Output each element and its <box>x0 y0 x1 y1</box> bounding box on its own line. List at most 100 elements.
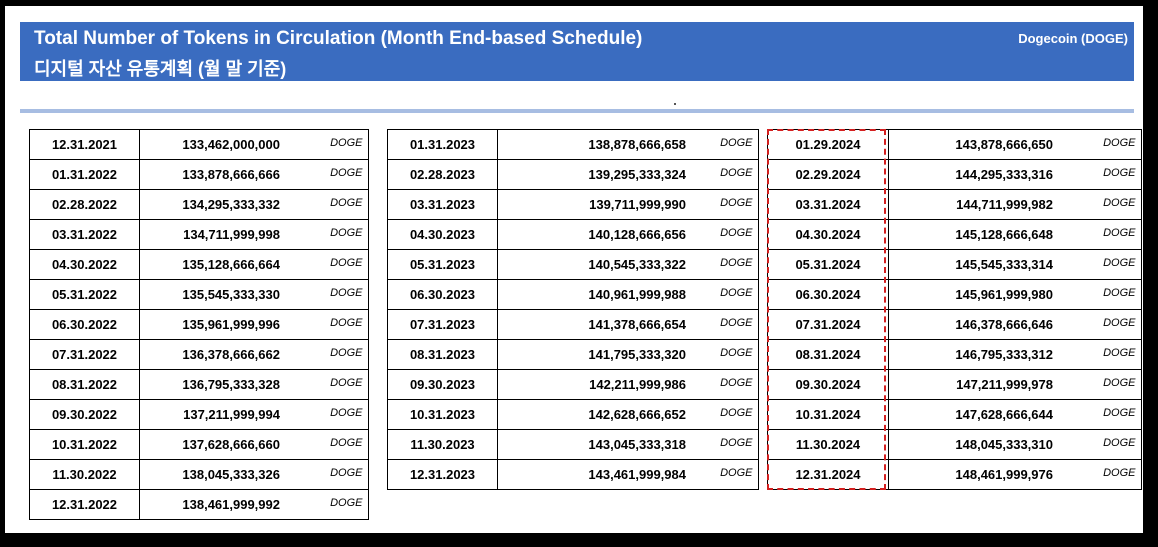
table-row: 01.29.2024 143,878,666,650 DOGE <box>767 129 1142 160</box>
amount-cell: 143,045,333,318 <box>497 429 694 460</box>
amount-cell: 133,462,000,000 <box>139 129 288 160</box>
amount-cell: 139,711,999,990 <box>497 189 694 220</box>
table-row: 05.31.2023 140,545,333,322 DOGE <box>387 249 759 280</box>
table-row: 06.30.2024 145,961,999,980 DOGE <box>767 279 1142 310</box>
amount-cell: 145,128,666,648 <box>888 219 1061 250</box>
date-cell: 01.29.2024 <box>767 129 889 160</box>
amount-cell: 147,628,666,644 <box>888 399 1061 430</box>
table-row: 01.31.2022 133,878,666,666 DOGE <box>29 159 369 190</box>
unit-cell: DOGE <box>1061 279 1142 310</box>
table-row: 12.31.2021 133,462,000,000 DOGE <box>29 129 369 160</box>
unit-cell: DOGE <box>694 459 759 490</box>
unit-cell: DOGE <box>1061 429 1142 460</box>
table-row: 02.28.2022 134,295,333,332 DOGE <box>29 189 369 220</box>
date-cell: 08.31.2024 <box>767 339 889 370</box>
date-cell: 07.31.2022 <box>29 339 140 370</box>
amount-cell: 133,878,666,666 <box>139 159 288 190</box>
amount-cell: 135,545,333,330 <box>139 279 288 310</box>
table-row: 07.31.2023 141,378,666,654 DOGE <box>387 309 759 340</box>
table-row: 04.30.2024 145,128,666,648 DOGE <box>767 219 1142 250</box>
amount-cell: 146,378,666,646 <box>888 309 1061 340</box>
unit-cell: DOGE <box>1061 129 1142 160</box>
amount-cell: 145,961,999,980 <box>888 279 1061 310</box>
schedule-table-2023: 01.31.2023 138,878,666,658 DOGE 02.28.2023 1… <box>387 129 759 490</box>
table-row: 05.31.2022 135,545,333,330 DOGE <box>29 279 369 310</box>
date-cell: 09.30.2024 <box>767 369 889 400</box>
coin-label: Dogecoin (DOGE) <box>1018 31 1128 46</box>
unit-cell: DOGE <box>1061 309 1142 340</box>
unit-cell: DOGE <box>694 249 759 280</box>
date-cell: 04.30.2022 <box>29 249 140 280</box>
unit-cell: DOGE <box>288 249 369 280</box>
amount-cell: 134,711,999,998 <box>139 219 288 250</box>
table-row: 09.30.2024 147,211,999,978 DOGE <box>767 369 1142 400</box>
amount-cell: 136,378,666,662 <box>139 339 288 370</box>
unit-cell: DOGE <box>1061 339 1142 370</box>
date-cell: 10.31.2024 <box>767 399 889 430</box>
table-row: 08.31.2023 141,795,333,320 DOGE <box>387 339 759 370</box>
header-banner: Total Number of Tokens in Circulation (M… <box>20 22 1134 81</box>
date-cell: 09.30.2023 <box>387 369 498 400</box>
amount-cell: 139,295,333,324 <box>497 159 694 190</box>
amount-cell: 144,295,333,316 <box>888 159 1061 190</box>
table-row: 02.28.2023 139,295,333,324 DOGE <box>387 159 759 190</box>
table-row: 08.31.2024 146,795,333,312 DOGE <box>767 339 1142 370</box>
date-cell: 06.30.2022 <box>29 309 140 340</box>
date-cell: 05.31.2024 <box>767 249 889 280</box>
date-cell: 02.28.2022 <box>29 189 140 220</box>
amount-cell: 137,628,666,660 <box>139 429 288 460</box>
date-cell: 03.31.2024 <box>767 189 889 220</box>
table-row: 04.30.2022 135,128,666,664 DOGE <box>29 249 369 280</box>
table-row: 05.31.2024 145,545,333,314 DOGE <box>767 249 1142 280</box>
schedule-table-2024: 01.29.2024 143,878,666,650 DOGE 02.29.2024 1… <box>767 129 1142 490</box>
table-row: 08.31.2022 136,795,333,328 DOGE <box>29 369 369 400</box>
table-row: 06.30.2023 140,961,999,988 DOGE <box>387 279 759 310</box>
table-row: 10.31.2024 147,628,666,644 DOGE <box>767 399 1142 430</box>
date-cell: 11.30.2024 <box>767 429 889 460</box>
amount-cell: 147,211,999,978 <box>888 369 1061 400</box>
unit-cell: DOGE <box>694 339 759 370</box>
amount-cell: 140,545,333,322 <box>497 249 694 280</box>
amount-cell: 141,378,666,654 <box>497 309 694 340</box>
table-row: 10.31.2023 142,628,666,652 DOGE <box>387 399 759 430</box>
date-cell: 05.31.2022 <box>29 279 140 310</box>
date-cell: 10.31.2023 <box>387 399 498 430</box>
table-row: 06.30.2022 135,961,999,996 DOGE <box>29 309 369 340</box>
date-cell: 07.31.2023 <box>387 309 498 340</box>
unit-cell: DOGE <box>288 459 369 490</box>
amount-cell: 145,545,333,314 <box>888 249 1061 280</box>
unit-cell: DOGE <box>1061 399 1142 430</box>
date-cell: 04.30.2023 <box>387 219 498 250</box>
table-row: 09.30.2023 142,211,999,986 DOGE <box>387 369 759 400</box>
date-cell: 11.30.2022 <box>29 459 140 490</box>
unit-cell: DOGE <box>288 219 369 250</box>
date-cell: 02.28.2023 <box>387 159 498 190</box>
amount-cell: 148,461,999,976 <box>888 459 1061 490</box>
table-row: 11.30.2023 143,045,333,318 DOGE <box>387 429 759 460</box>
unit-cell: DOGE <box>288 369 369 400</box>
unit-cell: DOGE <box>694 399 759 430</box>
amount-cell: 146,795,333,312 <box>888 339 1061 370</box>
amount-cell: 137,211,999,994 <box>139 399 288 430</box>
table-row: 12.31.2024 148,461,999,976 DOGE <box>767 459 1142 490</box>
date-cell: 08.31.2023 <box>387 339 498 370</box>
amount-cell: 148,045,333,310 <box>888 429 1061 460</box>
date-cell: 12.31.2021 <box>29 129 140 160</box>
title-english: Total Number of Tokens in Circulation (M… <box>34 28 643 49</box>
table-row: 12.31.2022 138,461,999,992 DOGE <box>29 489 369 520</box>
date-cell: 05.31.2023 <box>387 249 498 280</box>
table-row: 04.30.2023 140,128,666,656 DOGE <box>387 219 759 250</box>
amount-cell: 143,461,999,984 <box>497 459 694 490</box>
unit-cell: DOGE <box>694 219 759 250</box>
unit-cell: DOGE <box>694 369 759 400</box>
date-cell: 06.30.2024 <box>767 279 889 310</box>
date-cell: 02.29.2024 <box>767 159 889 190</box>
amount-cell: 138,878,666,658 <box>497 129 694 160</box>
unit-cell: DOGE <box>288 309 369 340</box>
date-cell: 11.30.2023 <box>387 429 498 460</box>
unit-cell: DOGE <box>694 309 759 340</box>
unit-cell: DOGE <box>1061 159 1142 190</box>
unit-cell: DOGE <box>1061 189 1142 220</box>
table-row: 11.30.2024 148,045,333,310 DOGE <box>767 429 1142 460</box>
unit-cell: DOGE <box>288 489 369 520</box>
